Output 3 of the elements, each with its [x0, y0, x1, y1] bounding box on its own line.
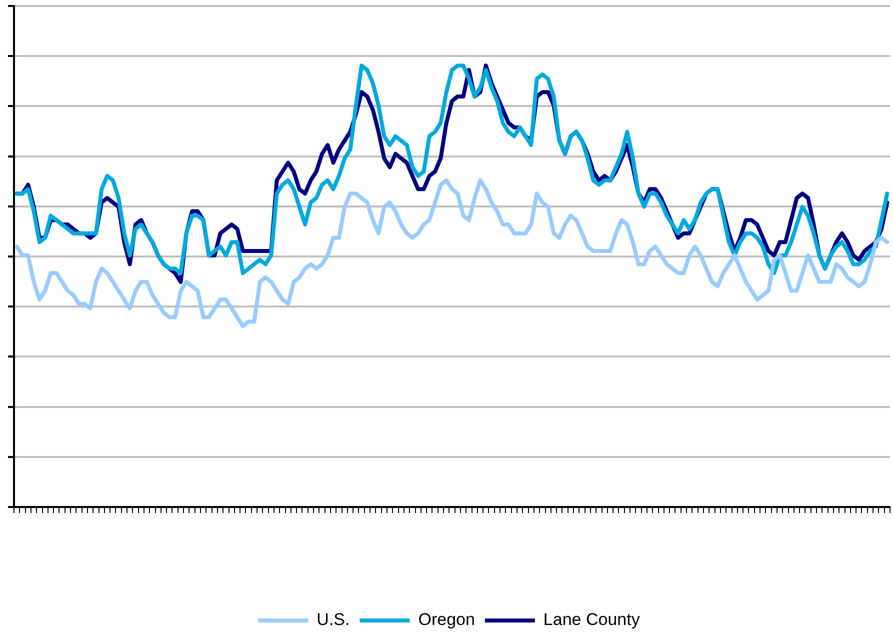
- legend-label: Oregon: [418, 610, 475, 630]
- legend-label: Lane County: [543, 610, 640, 630]
- legend-label: U.S.: [316, 610, 350, 630]
